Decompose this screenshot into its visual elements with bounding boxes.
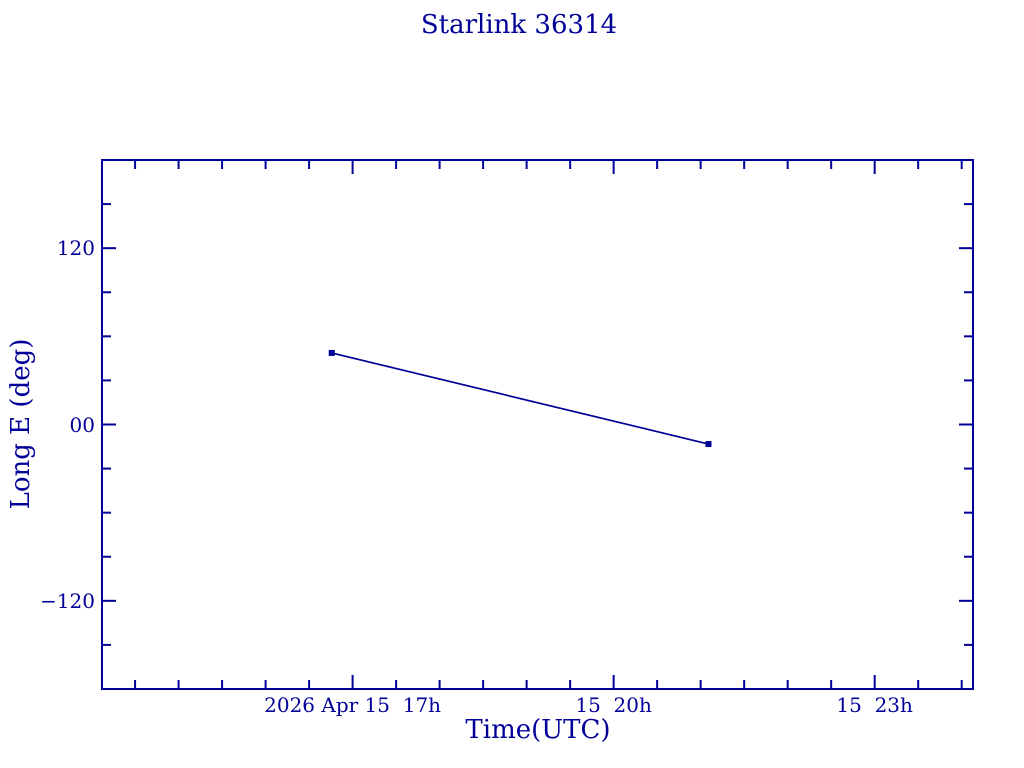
data-point-marker xyxy=(705,441,712,448)
x-axis-title: Time(UTC) xyxy=(465,715,611,745)
plot-frame xyxy=(101,159,974,690)
data-line xyxy=(331,352,709,445)
data-point-marker xyxy=(328,349,335,356)
x-tick-label: 15 20h xyxy=(575,693,652,717)
chart-title: Starlink 36314 xyxy=(420,10,618,40)
y-tick-label: 00 xyxy=(69,412,95,437)
x-tick-label: 2026 Apr 15 17h xyxy=(264,693,442,717)
y-tick-label: 120 xyxy=(56,236,95,261)
x-tick-label: 15 23h xyxy=(836,693,913,717)
y-tick-label: −120 xyxy=(40,588,95,613)
